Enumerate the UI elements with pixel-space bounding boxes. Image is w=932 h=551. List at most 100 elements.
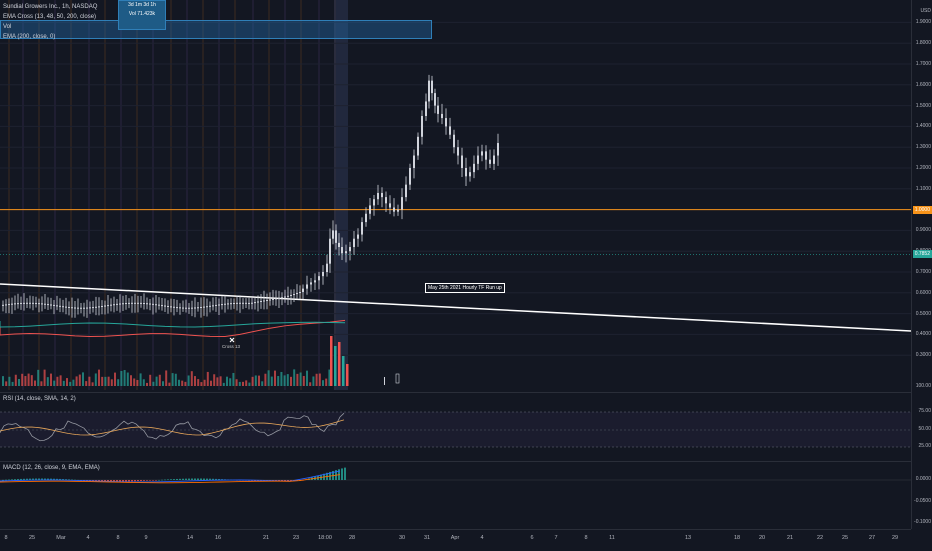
candle-body [107,305,109,307]
rsi-tick-label: 75.00 [918,408,931,414]
candle-body [421,116,423,137]
volume-bar [245,380,248,386]
volume-bar [133,378,136,386]
volume-bar [302,375,305,386]
candle-body [41,303,43,305]
volume-bar [171,373,174,386]
session-stripe [284,0,286,390]
candle-body [434,93,436,106]
volume-bar [296,373,299,386]
candle-body [272,298,274,300]
price-tick-label: 1.2000 [915,165,931,171]
macd-histogram-bar [8,479,10,481]
macd-histogram-bar [179,478,181,480]
volume-bar [181,380,184,386]
candle-body [212,305,214,307]
candle-body [71,307,73,309]
candle-body [137,302,139,304]
candle-body [284,296,286,298]
volume-bar [184,381,187,386]
macd-histogram-bar [341,468,343,480]
candle-body [80,307,82,309]
candle-body [140,302,142,304]
session-stripe [234,0,236,390]
volume-bar [72,379,75,386]
candle-body [381,192,383,198]
volume-bar [178,379,180,386]
macd-pane[interactable]: MACD (12, 26, close, 9, EMA, EMA) [0,461,911,530]
macd-histogram-bar [182,478,184,480]
volume-bar [75,376,78,386]
volume-bar [130,375,132,386]
volume-bar [395,373,400,384]
rsi-band [0,412,911,447]
currency-unit: USD [920,8,931,14]
volume-bar [88,376,91,386]
candle-body [290,294,292,296]
volume-bar [40,381,43,386]
volume-bar [85,381,88,386]
volume-bar [78,374,81,386]
candle-body [233,302,235,304]
vol-legend[interactable]: Vol [3,24,12,30]
session-stripe [88,0,90,390]
volume-bar [139,373,142,386]
candle-body [497,143,499,156]
macd-histogram-bar [65,479,67,480]
price-tick-label: 1.3000 [915,144,931,151]
price-chart[interactable] [0,0,911,390]
macd-histogram-bar [143,480,145,481]
chart-annotation[interactable]: May 25th 2021 Hourly TF Run up [425,283,505,293]
volume-bar [254,375,257,386]
candle-body [425,101,427,116]
rsi-chart[interactable] [0,393,911,460]
candle-body [314,280,316,283]
main-chart-pane[interactable]: Sundial Growers Inc., 1h, NASDAQ EMA Cro… [0,0,911,390]
candle-body [182,307,184,309]
volume-bar [238,381,241,386]
rsi-pane[interactable]: RSI (14, close, SMA, 14, 2) [0,392,911,460]
candle-body [345,251,347,254]
volume-bar [152,381,155,386]
macd-chart[interactable] [0,462,911,530]
time-tick-label: 6 [530,535,534,541]
volume-bar [142,379,145,386]
volume-bar [82,372,84,386]
ema-legend[interactable]: EMA (200, close, 0) [3,34,56,40]
volume-bar [210,380,212,386]
volume-bar [229,378,232,386]
volume-bar [190,371,193,386]
session-stripe [300,0,302,390]
macd-histogram-bar [149,480,151,481]
price-axis[interactable]: USD 1.9000 1.8000 1.7000 1.6000 1.5000 1.4000… [911,0,932,529]
candle-body [104,305,106,307]
time-tick-label: 13 [684,535,692,541]
macd-histogram-bar [29,478,31,480]
volume-bar [318,373,321,386]
candle-body [164,305,166,307]
macd-histogram-bar [158,479,160,481]
candle-body [200,306,202,308]
candle-body [335,230,337,243]
session-stripe [54,0,56,390]
candle-body [306,284,308,289]
candle-body [405,184,407,198]
macd-histogram-bar [101,480,103,482]
time-tick-label: 18 [733,535,741,541]
session-stripe [268,0,270,390]
macd-histogram-bar [122,480,124,482]
macd-histogram-bar [128,480,130,482]
candle-body [191,307,193,309]
macd-histogram-bar [221,479,223,480]
rsi-legend-text[interactable]: RSI (14, close, SMA, 14, 2) [3,396,76,402]
volume-bar [277,376,280,386]
candle-body [385,197,387,204]
macd-histogram-bar [206,478,208,480]
volume-bar [107,376,110,386]
macd-legend-text[interactable]: MACD (12, 26, close, 9, EMA, EMA) [3,465,100,471]
price-tick-label: 1.4000 [915,123,931,130]
time-axis[interactable]: 8 25 Mar 4 8 9 14 16 21 23 18:00 28 30 31 Apr 4 6 7 8 11 13 1… [0,529,911,551]
candle-body [62,306,64,308]
ema-cross-legend[interactable]: EMA Cross (13, 48, 50, 200, close) [3,14,97,20]
session-stripe [186,0,188,390]
